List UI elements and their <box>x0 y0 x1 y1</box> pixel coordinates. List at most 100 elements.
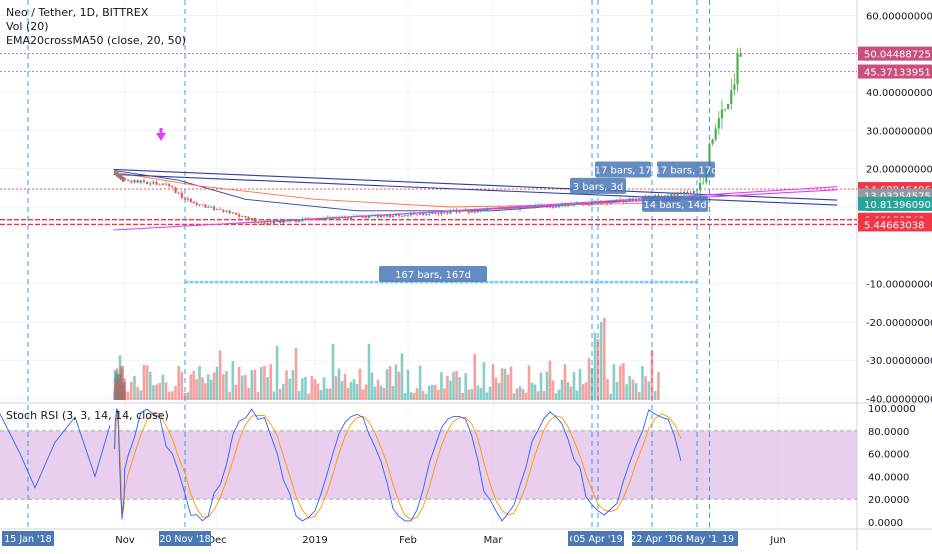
candle-body <box>367 215 371 218</box>
volume-bar <box>575 390 579 400</box>
volume-bar <box>155 384 158 400</box>
volume-bar <box>509 366 513 400</box>
candle-body <box>291 219 294 221</box>
candle-body <box>455 210 458 213</box>
volume-legend: Vol (20) <box>6 20 49 33</box>
volume-bar <box>612 364 616 400</box>
candle-body <box>241 216 244 217</box>
volume-bar <box>542 391 546 400</box>
volume-bar <box>237 366 241 400</box>
volume-bar <box>467 389 471 400</box>
volume-bar <box>322 377 326 400</box>
candle-body <box>358 215 362 217</box>
volume-bar <box>244 375 247 400</box>
volume-bar <box>500 368 504 400</box>
volume-bar <box>461 392 464 400</box>
candle-body <box>622 199 625 202</box>
price-tick-label: -30.00000000 <box>866 356 932 367</box>
volume-bar <box>494 377 498 400</box>
candle-body <box>739 53 742 57</box>
volume-bar <box>482 362 486 400</box>
volume-bar <box>250 369 254 400</box>
candle-body <box>631 198 635 201</box>
candle-body <box>282 219 285 223</box>
range-167-label: 167 bars, 167d <box>395 270 471 281</box>
candle-body <box>497 208 501 210</box>
candle-body <box>403 215 407 217</box>
volume-bar <box>272 391 276 400</box>
ema-legend: EMA20crossMA50 (close, 20, 50) <box>6 34 186 47</box>
candle-body <box>676 192 679 196</box>
candle-body <box>204 204 207 208</box>
volume-bar <box>443 388 446 400</box>
candle-body <box>222 209 225 212</box>
candle-body <box>155 182 158 185</box>
candle-body <box>328 217 332 219</box>
candle-body <box>275 220 279 222</box>
volume-bar <box>650 350 654 400</box>
candle-body <box>736 53 739 85</box>
volume-bar <box>253 369 257 400</box>
candle-body <box>446 212 449 214</box>
candle-body <box>530 207 534 209</box>
candle-body <box>244 216 247 218</box>
stoch-k-line <box>114 408 682 522</box>
time-badge <box>718 531 738 546</box>
volume-bar <box>164 382 168 400</box>
volume-bar <box>222 374 225 400</box>
candle-body <box>557 205 561 207</box>
candle-body <box>666 195 670 197</box>
stoch-tick-label: 80.0000 <box>868 427 909 438</box>
candle-body <box>569 204 573 206</box>
volume-bar <box>130 381 133 400</box>
candle-body <box>440 211 443 215</box>
time-badge <box>632 531 672 546</box>
candle-body <box>168 184 171 187</box>
candle-body <box>253 217 257 223</box>
candle-body <box>133 179 136 183</box>
volume-bar <box>551 380 555 400</box>
candle-body <box>702 182 705 184</box>
candle-body <box>400 215 404 217</box>
candle-body <box>485 209 489 210</box>
volume-bar <box>400 353 404 400</box>
trendline-ascending-upper <box>277 186 838 223</box>
candle-body <box>225 210 228 212</box>
price-badge <box>858 64 932 79</box>
candle-body <box>174 187 177 193</box>
range-167-label-box <box>379 266 487 283</box>
price-badge-label: 50.04488725 <box>864 50 931 61</box>
volume-bar <box>631 379 635 400</box>
volume-bar <box>403 393 407 400</box>
volume-bar <box>545 371 549 400</box>
volume-bar <box>440 372 443 400</box>
candle-body <box>313 219 317 221</box>
stoch-tick-label: 40.0000 <box>868 472 909 483</box>
range-17b-label-box <box>657 161 715 178</box>
volume-bar <box>294 348 298 400</box>
candle-body <box>467 209 470 213</box>
candle-body <box>364 216 368 218</box>
candle-body <box>180 192 183 198</box>
candle-body <box>470 209 473 213</box>
candle-body <box>503 208 507 209</box>
candle-body <box>720 109 724 119</box>
stoch-rsi-legend: Stoch RSI (3, 3, 14, 14, close) <box>6 409 169 422</box>
volume-bar <box>449 380 452 400</box>
candle-body <box>596 201 600 204</box>
candle-body <box>307 218 310 220</box>
candle-body <box>554 206 558 208</box>
candle-body <box>673 193 676 196</box>
candle-body <box>619 199 622 201</box>
volume-bar <box>572 372 576 400</box>
candle-body <box>121 176 124 180</box>
volume-bar <box>319 389 323 400</box>
candle-body <box>234 212 238 215</box>
candle-body <box>269 222 272 224</box>
trendline-descending-lower <box>113 173 838 206</box>
price-tick-label: -40.00000000 <box>866 395 932 406</box>
volume-bar <box>518 386 522 400</box>
price-badge <box>858 217 932 232</box>
price-badge-label: 10.81396090 <box>864 200 931 211</box>
